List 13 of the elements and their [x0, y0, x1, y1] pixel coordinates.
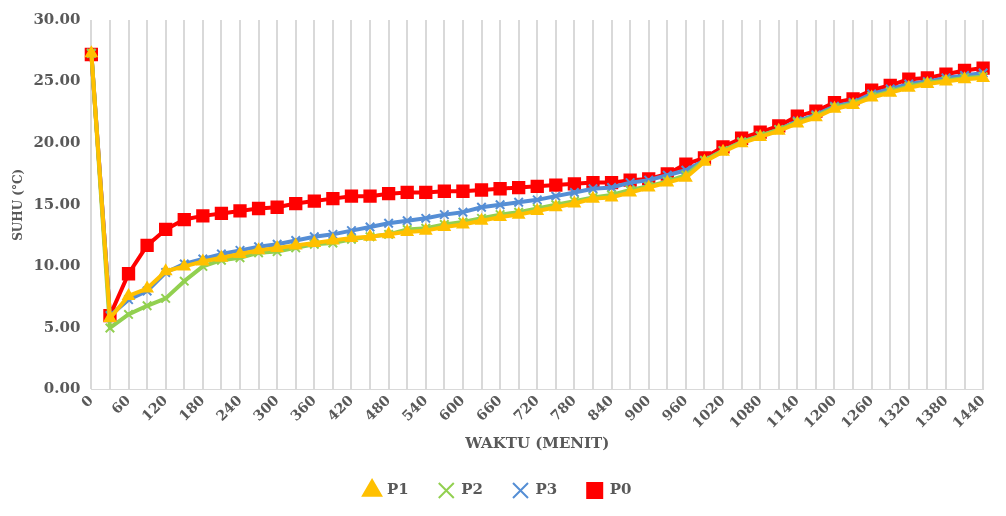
- y-tick-label: 15.00: [33, 194, 81, 213]
- legend-label: P3: [535, 480, 558, 499]
- y-tick-label: 25.00: [33, 71, 81, 90]
- y-tick-label: 10.00: [33, 256, 81, 275]
- legend-label: P1: [387, 480, 409, 499]
- legend-label: P2: [461, 480, 483, 499]
- y-tick-label: 30.00: [33, 9, 81, 28]
- y-tick-label: 20.00: [33, 133, 81, 152]
- x-axis-title: WAKTU (MENIT): [464, 433, 610, 452]
- y-tick-label: 5.00: [43, 317, 81, 336]
- x-tick-label: 60: [108, 391, 134, 417]
- legend-label: P0: [609, 480, 632, 499]
- y-axis-title: SUHU (°C): [11, 168, 26, 241]
